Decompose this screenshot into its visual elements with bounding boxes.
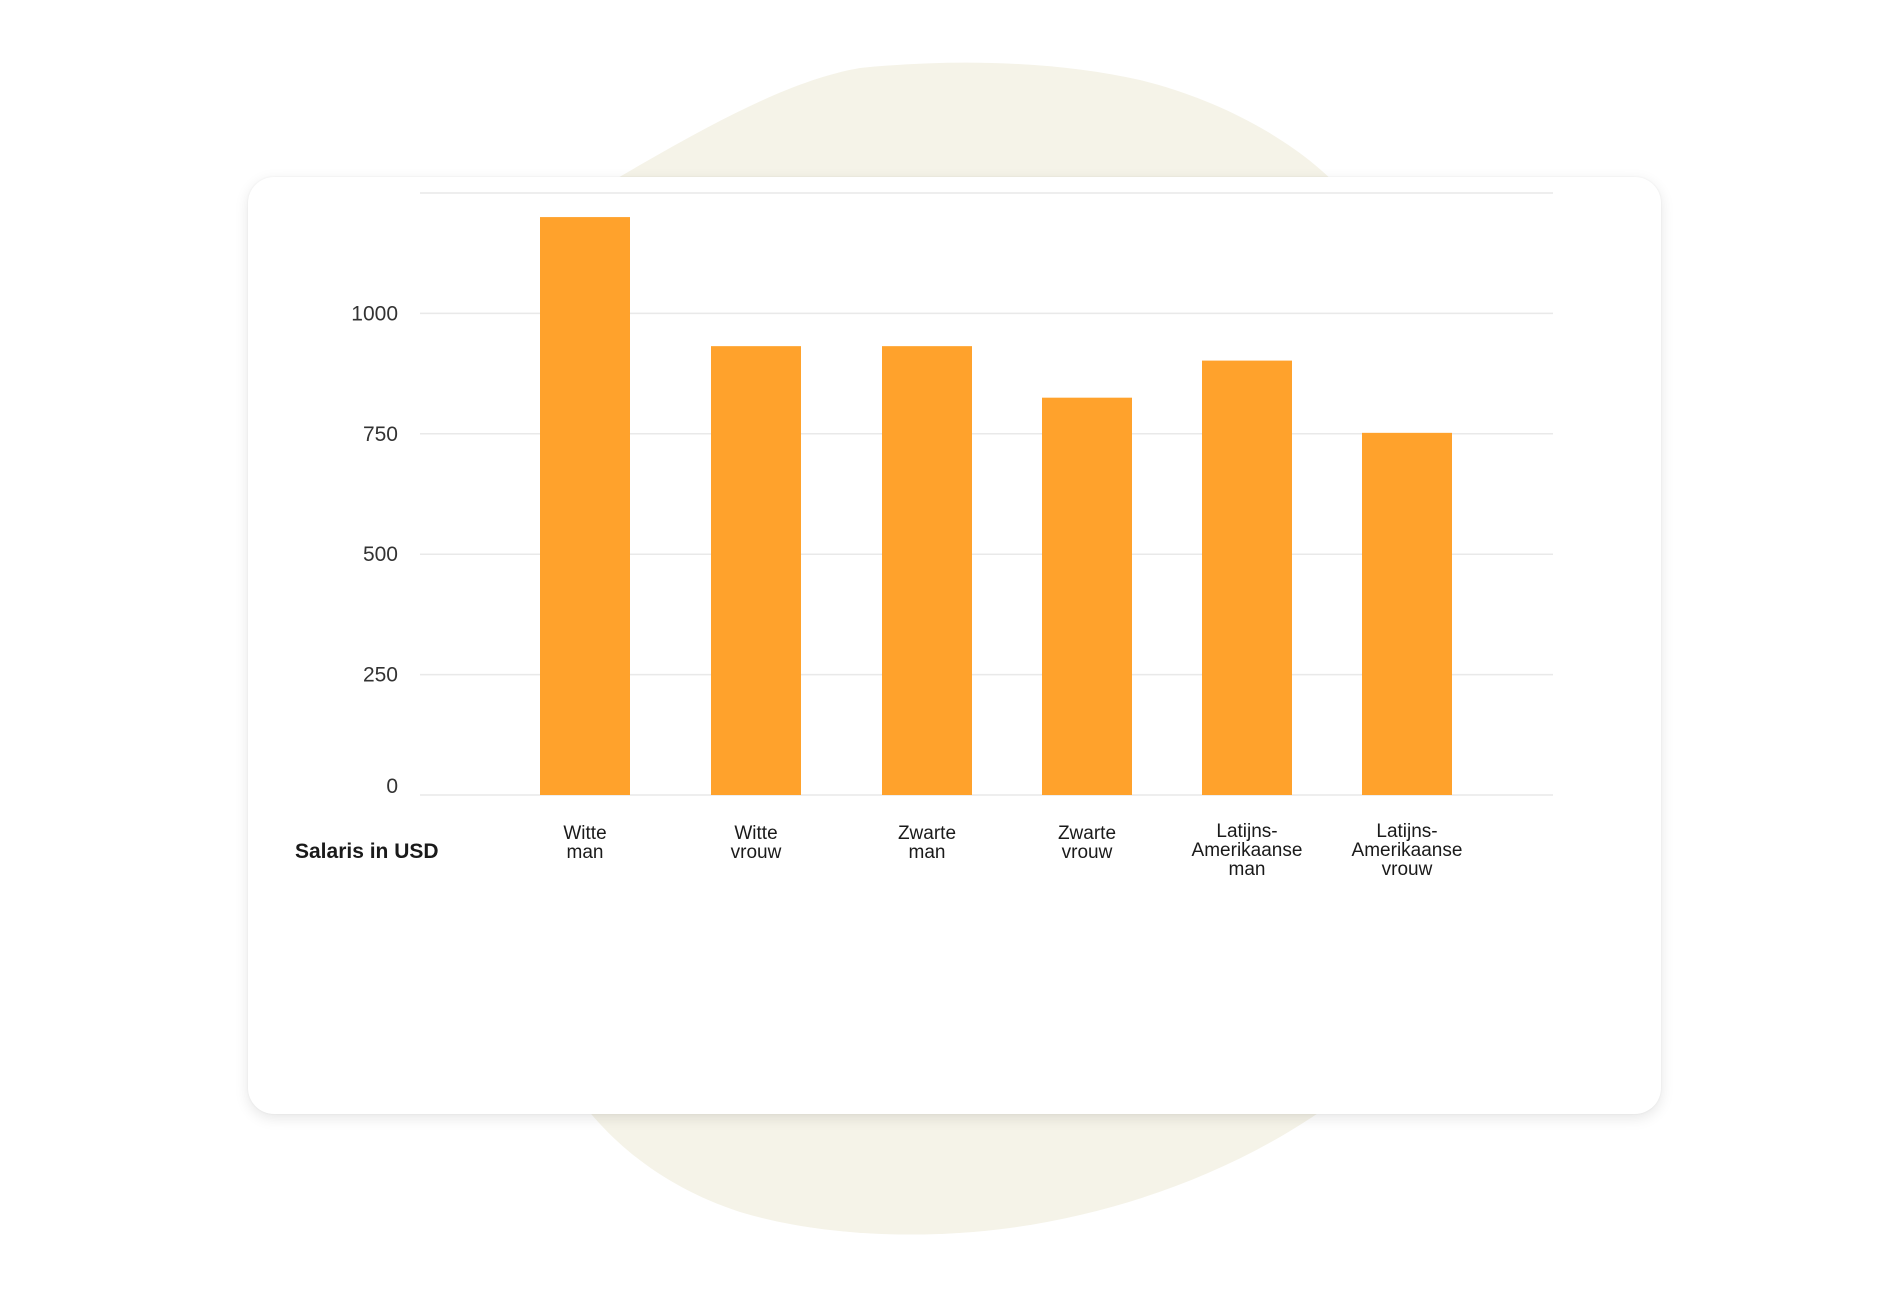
category-label: Witte vrouw xyxy=(731,823,782,863)
bar xyxy=(1362,432,1452,795)
bar xyxy=(1042,397,1132,795)
category-label: Latijns-Amerikaanse vrouw xyxy=(1352,821,1463,880)
y-tick-label: 0 xyxy=(386,775,398,798)
y-tick-label: 750 xyxy=(363,423,398,446)
bar-chart: 0 250 500 750 1000 Witte man Witte vrouw Zwarte m… xyxy=(295,192,1553,880)
category-label: Zwarte man xyxy=(898,823,956,863)
x-axis-label: Salaris in USD xyxy=(295,840,439,863)
bar xyxy=(882,346,972,795)
bar xyxy=(540,217,630,795)
y-tick-label: 1000 xyxy=(351,302,398,325)
y-tick-label: 500 xyxy=(363,543,398,566)
chart-card: 0 250 500 750 1000 Witte man Witte vrouw Zwarte m… xyxy=(248,177,1661,1114)
category-labels: Witte man Witte vrouw Zwarte man Zwarte vrouw La… xyxy=(563,821,1462,880)
bar xyxy=(1202,360,1292,795)
bars xyxy=(540,217,1452,795)
y-tick-labels: 0 250 500 750 1000 xyxy=(351,302,398,798)
category-label: Witte man xyxy=(563,823,606,863)
category-label: Latijns-Amerikaanse man xyxy=(1192,821,1303,880)
bar xyxy=(711,346,801,795)
y-tick-label: 250 xyxy=(363,664,398,687)
category-label: Zwarte vrouw xyxy=(1058,823,1116,863)
